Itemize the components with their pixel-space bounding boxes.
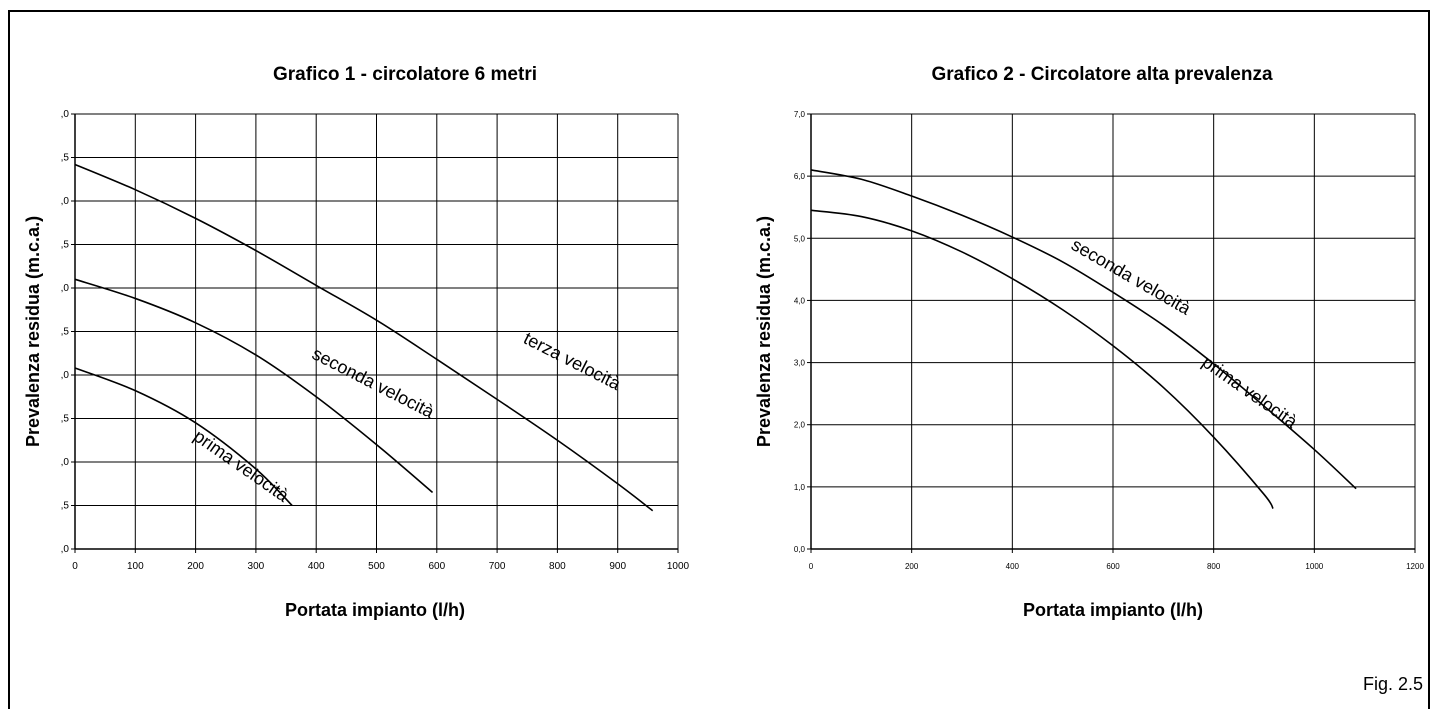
x-axis-label: Portata impianto (l/h): [1023, 600, 1203, 620]
series-line-prima: [74, 367, 293, 507]
x-tick-label: 1000: [667, 561, 690, 572]
series-line-seconda: [810, 169, 1357, 490]
x-tick-label: 900: [609, 561, 626, 572]
figure-label: Fig. 2.5: [1363, 674, 1424, 694]
y-tick-label: ,5: [61, 414, 70, 425]
y-tick-label: 6,0: [794, 172, 806, 181]
series-line-seconda: [74, 278, 434, 494]
x-tick-label: 0: [72, 561, 78, 572]
y-tick-label: ,5: [61, 153, 70, 164]
x-axis-label: Portata impianto (l/h): [285, 600, 465, 620]
y-tick-label: ,5: [61, 327, 70, 338]
y-tick-label: 3,0: [794, 359, 806, 368]
y-tick-label: ,0: [61, 457, 70, 468]
y-tick-label: ,0: [61, 109, 70, 120]
y-tick-label: ,0: [61, 544, 70, 555]
series-line-prima: [810, 209, 1274, 510]
y-axis-label: Prevalenza residua (m.c.a.): [23, 216, 43, 447]
chart-title: Grafico 1 - circolatore 6 metri: [273, 64, 537, 85]
y-tick-label: 5,0: [794, 234, 806, 243]
x-tick-label: 500: [368, 561, 385, 572]
chart-title: Grafico 2 - Circolatore alta prevalenza: [931, 64, 1273, 85]
y-tick-label: ,5: [61, 240, 70, 251]
x-tick-label: 1000: [1305, 562, 1323, 571]
x-tick-label: 700: [489, 561, 506, 572]
y-tick-label: 1,0: [794, 483, 806, 492]
y-tick-label: ,0: [61, 283, 70, 294]
y-tick-label: ,0: [61, 370, 70, 381]
x-tick-label: 800: [1207, 562, 1221, 571]
y-tick-label: 0,0: [794, 545, 806, 554]
y-tick-label: ,5: [61, 501, 70, 512]
x-tick-label: 600: [428, 561, 445, 572]
x-tick-label: 800: [549, 561, 566, 572]
y-tick-label: 2,0: [794, 421, 806, 430]
figure-frame: [8, 10, 1430, 709]
y-tick-label: 7,0: [794, 110, 806, 119]
x-tick-label: 0: [809, 562, 814, 571]
series-line-terza: [74, 163, 654, 512]
x-tick-label: 300: [248, 561, 265, 572]
x-tick-label: 400: [1006, 562, 1020, 571]
x-tick-label: 1200: [1406, 562, 1424, 571]
x-tick-label: 600: [1106, 562, 1120, 571]
y-tick-label: 4,0: [794, 296, 806, 305]
y-tick-label: ,0: [61, 196, 70, 207]
x-tick-label: 400: [308, 561, 325, 572]
x-tick-label: 100: [127, 561, 144, 572]
x-tick-label: 200: [187, 561, 204, 572]
x-tick-label: 200: [905, 562, 919, 571]
y-axis-label: Prevalenza residua (m.c.a.): [754, 216, 774, 447]
